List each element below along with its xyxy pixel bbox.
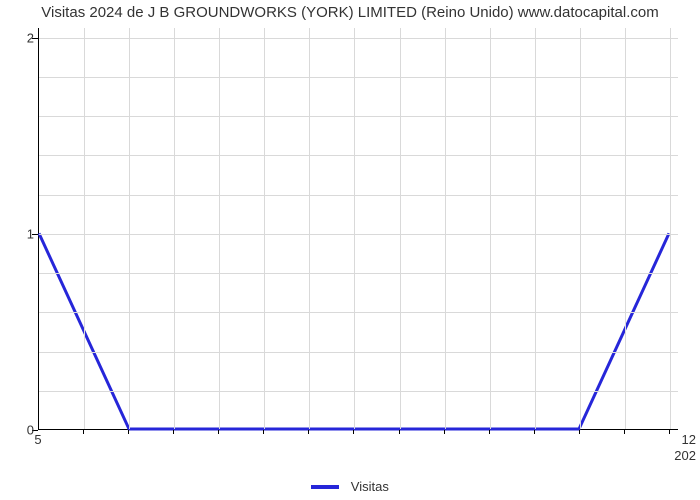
grid-line-vertical bbox=[174, 28, 175, 429]
grid-line-horizontal bbox=[39, 116, 678, 117]
x-tick-mark bbox=[579, 430, 580, 434]
legend: Visitas bbox=[0, 478, 700, 494]
x-tick-mark bbox=[489, 430, 490, 434]
grid-line-horizontal bbox=[39, 273, 678, 274]
grid-line-vertical bbox=[84, 28, 85, 429]
x-tick-label-right-bottom: 202 bbox=[674, 448, 696, 463]
grid-line-vertical bbox=[670, 28, 671, 429]
x-tick-mark bbox=[308, 430, 309, 434]
grid-line-vertical bbox=[354, 28, 355, 429]
grid-line-vertical bbox=[490, 28, 491, 429]
grid-line-horizontal bbox=[39, 195, 678, 196]
x-tick-mark bbox=[173, 430, 174, 434]
grid-line-vertical bbox=[580, 28, 581, 429]
grid-line-horizontal bbox=[39, 352, 678, 353]
grid-line-vertical bbox=[535, 28, 536, 429]
grid-line-vertical bbox=[625, 28, 626, 429]
grid-line-horizontal bbox=[39, 155, 678, 156]
x-tick-label-left: 5 bbox=[34, 432, 41, 447]
x-tick-mark bbox=[669, 430, 670, 434]
y-tick-label: 2 bbox=[4, 30, 34, 45]
grid-line-horizontal bbox=[39, 312, 678, 313]
y-tick-label: 1 bbox=[4, 226, 34, 241]
grid-line-horizontal bbox=[39, 391, 678, 392]
x-tick-mark bbox=[353, 430, 354, 434]
x-tick-mark bbox=[83, 430, 84, 434]
x-tick-mark bbox=[534, 430, 535, 434]
grid-line-vertical bbox=[264, 28, 265, 429]
x-tick-mark bbox=[128, 430, 129, 434]
chart-container: Visitas 2024 de J B GROUNDWORKS (YORK) L… bbox=[0, 0, 700, 500]
grid-line-vertical bbox=[309, 28, 310, 429]
grid-line-horizontal bbox=[39, 77, 678, 78]
x-tick-mark bbox=[218, 430, 219, 434]
x-tick-mark bbox=[444, 430, 445, 434]
grid-line-horizontal bbox=[39, 38, 678, 39]
grid-line-vertical bbox=[219, 28, 220, 429]
x-tick-label-right-top: 12 bbox=[682, 432, 696, 447]
grid-line-horizontal bbox=[39, 234, 678, 235]
y-tick-label: 0 bbox=[4, 423, 34, 438]
chart-title: Visitas 2024 de J B GROUNDWORKS (YORK) L… bbox=[0, 4, 700, 21]
grid-line-vertical bbox=[129, 28, 130, 429]
line-layer bbox=[39, 28, 678, 429]
legend-label: Visitas bbox=[351, 479, 389, 494]
grid-line-vertical bbox=[400, 28, 401, 429]
grid-line-vertical bbox=[445, 28, 446, 429]
x-tick-mark bbox=[624, 430, 625, 434]
x-tick-mark bbox=[399, 430, 400, 434]
legend-swatch bbox=[311, 485, 339, 489]
x-tick-mark bbox=[263, 430, 264, 434]
plot-area bbox=[38, 28, 678, 430]
